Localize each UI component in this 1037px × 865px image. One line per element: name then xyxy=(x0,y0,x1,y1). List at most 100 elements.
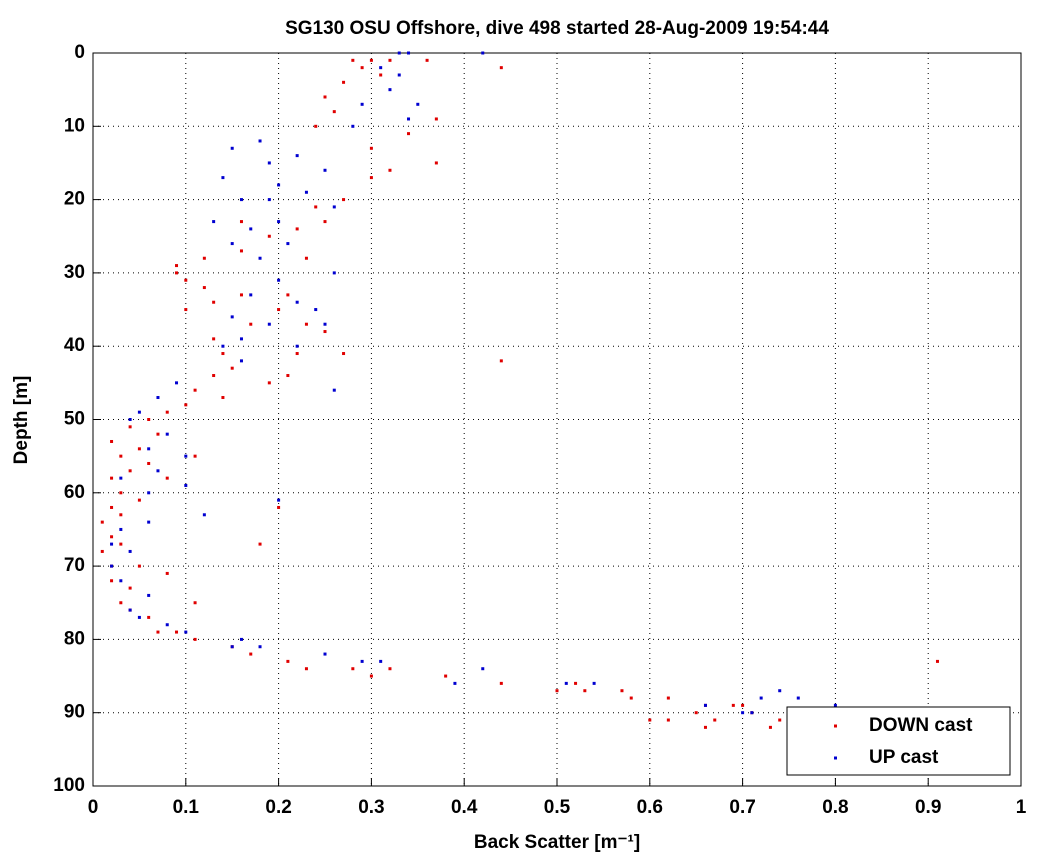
point xyxy=(258,139,262,143)
point xyxy=(499,681,503,685)
point xyxy=(175,264,179,268)
point xyxy=(796,696,800,700)
point xyxy=(277,220,281,224)
point xyxy=(239,637,243,641)
point xyxy=(369,58,373,62)
y-axis-label: Depth [m] xyxy=(11,376,32,465)
point xyxy=(258,542,262,546)
point xyxy=(110,542,114,546)
point xyxy=(110,564,114,568)
point xyxy=(119,491,123,495)
point xyxy=(230,242,234,246)
point xyxy=(267,322,271,326)
point xyxy=(407,51,411,55)
point xyxy=(369,146,373,150)
y-tick-label: 40 xyxy=(64,335,85,356)
point xyxy=(592,681,596,685)
point xyxy=(128,418,132,421)
point xyxy=(286,374,290,378)
point xyxy=(230,645,234,649)
point xyxy=(128,469,132,473)
point xyxy=(267,198,271,202)
point xyxy=(499,66,503,70)
x-tick-label: 0.5 xyxy=(544,797,571,818)
point xyxy=(694,711,698,715)
x-tick-label: 0.9 xyxy=(915,797,941,818)
point xyxy=(128,549,132,553)
point xyxy=(175,271,179,275)
point xyxy=(397,73,401,77)
point xyxy=(100,520,104,524)
point xyxy=(137,498,141,502)
point xyxy=(212,337,216,341)
point xyxy=(583,689,587,693)
point xyxy=(481,51,485,55)
point xyxy=(379,73,383,77)
point xyxy=(703,703,707,707)
point xyxy=(230,146,234,150)
point xyxy=(564,681,568,685)
point xyxy=(202,513,206,517)
point xyxy=(239,249,243,253)
point xyxy=(147,418,151,421)
point xyxy=(202,286,206,290)
point xyxy=(304,667,308,671)
point xyxy=(165,476,169,480)
point xyxy=(388,667,392,671)
x-tick-label: 0 xyxy=(88,797,99,818)
point xyxy=(100,549,104,553)
point xyxy=(156,469,160,473)
y-tick-label: 20 xyxy=(64,189,85,210)
x-tick-label: 0.8 xyxy=(822,797,848,818)
point xyxy=(147,615,151,619)
x-axis-label: Back Scatter [m⁻¹] xyxy=(474,832,640,853)
point xyxy=(833,703,837,707)
y-tick-label: 100 xyxy=(53,775,85,796)
point xyxy=(304,256,308,260)
x-tick-label: 0.3 xyxy=(358,797,384,818)
point xyxy=(267,161,271,165)
point xyxy=(202,256,206,260)
point xyxy=(295,352,299,356)
point xyxy=(434,161,438,165)
point xyxy=(119,527,123,531)
point xyxy=(323,220,327,224)
point xyxy=(397,51,401,55)
point xyxy=(768,725,772,729)
point xyxy=(249,652,253,656)
x-tick-label: 0.2 xyxy=(265,797,291,818)
point xyxy=(648,718,652,722)
point xyxy=(249,227,253,231)
point xyxy=(119,513,123,517)
point xyxy=(295,300,299,304)
legend-box xyxy=(786,706,1011,776)
point xyxy=(277,278,281,282)
point xyxy=(629,696,633,700)
legend-marker xyxy=(834,724,837,728)
y-tick-label: 0 xyxy=(74,42,85,63)
axes-frame xyxy=(92,52,1022,787)
legend-label: UP cast xyxy=(869,747,939,768)
point xyxy=(481,667,485,671)
point xyxy=(778,689,782,693)
point xyxy=(360,659,364,663)
point xyxy=(212,300,216,304)
y-tick-label: 90 xyxy=(64,702,85,723)
point xyxy=(249,293,253,297)
point xyxy=(184,403,188,407)
point xyxy=(184,278,188,282)
point xyxy=(379,66,383,70)
y-tick-label: 30 xyxy=(64,262,85,283)
point xyxy=(147,461,151,465)
point xyxy=(239,220,243,224)
y-tick-label: 60 xyxy=(64,482,85,503)
point xyxy=(258,256,262,260)
point xyxy=(184,630,188,634)
point xyxy=(221,344,225,348)
point xyxy=(267,234,271,238)
point xyxy=(137,410,141,414)
chart-title: SG130 OSU Offshore, dive 498 started 28-… xyxy=(285,18,829,39)
y-tick-label: 70 xyxy=(64,555,85,576)
point xyxy=(175,381,179,385)
